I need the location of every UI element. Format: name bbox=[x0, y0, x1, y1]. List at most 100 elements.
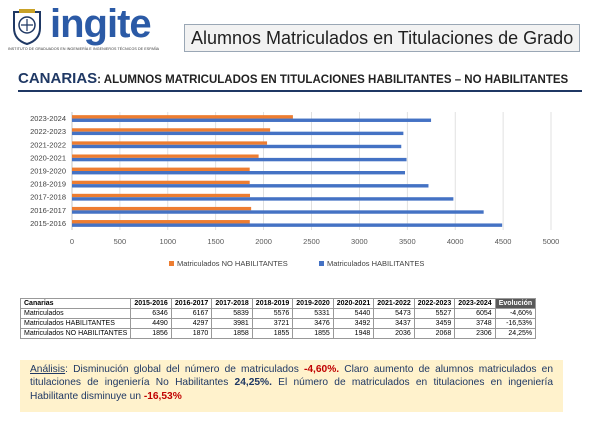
table-cell: Matriculados HABILITANTES bbox=[19, 318, 132, 329]
bar-habilitantes bbox=[72, 118, 432, 122]
table-cell: 3437 bbox=[373, 318, 415, 329]
heading-rule bbox=[18, 90, 582, 92]
brand-subtitle: INSTITUTO DE GRADUADOS EN INGENIERÍA E I… bbox=[8, 47, 160, 51]
legend-label: Matriculados NO HABILITANTES bbox=[177, 259, 288, 268]
table-row: Matriculados NO HABILITANTES 1856 1870 1858… bbox=[19, 328, 537, 339]
table-cell: 3721 bbox=[251, 318, 294, 329]
table-cell: 6346 bbox=[130, 308, 172, 319]
y-category-label: 2019-2020 bbox=[30, 167, 66, 176]
table-cell: 3459 bbox=[413, 318, 456, 329]
table-cell: 1870 bbox=[170, 328, 213, 339]
bar-habilitantes bbox=[72, 157, 407, 162]
table-cell: 1948 bbox=[332, 328, 375, 339]
x-tick-label: 0 bbox=[70, 237, 74, 246]
x-tick-label: 2500 bbox=[303, 237, 320, 246]
table-cell: 6167 bbox=[170, 308, 213, 319]
bar-habilitantes bbox=[72, 171, 406, 175]
table-header-cell: Canarias bbox=[19, 298, 132, 309]
bar-no-habilitantes bbox=[72, 128, 271, 132]
bar-habilitantes bbox=[72, 197, 454, 201]
table-header-cell: 2018-2019 bbox=[251, 298, 294, 309]
y-category-label: 2021-2022 bbox=[30, 140, 66, 149]
region-name: CANARIAS bbox=[18, 70, 98, 87]
table-cell: 1855 bbox=[251, 328, 294, 339]
y-category-label: 2018-2019 bbox=[30, 180, 66, 189]
table-cell: 4490 bbox=[130, 318, 172, 329]
x-tick-label: 500 bbox=[114, 237, 127, 246]
table-cell: Matriculados bbox=[19, 308, 132, 319]
y-category-label: 2016-2017 bbox=[30, 206, 66, 215]
analysis-value-total: -4,60%. bbox=[303, 364, 340, 375]
analysis-box: Análisis: Disminución global del número … bbox=[20, 360, 563, 412]
analysis-text-1: : Disminución global del número de matri… bbox=[65, 364, 304, 375]
legend-swatch bbox=[169, 261, 174, 266]
table-cell: 4297 bbox=[170, 318, 213, 329]
bar-habilitantes bbox=[72, 210, 484, 214]
table-cell: Matriculados NO HABILITANTES bbox=[19, 328, 132, 339]
table-header-cell: 2015-2016 bbox=[130, 298, 172, 309]
x-tick-label: 4500 bbox=[495, 237, 512, 246]
x-tick-label: 3000 bbox=[351, 237, 368, 246]
table-cell: 1858 bbox=[211, 328, 253, 339]
table-header-cell: 2021-2022 bbox=[373, 298, 415, 309]
table-cell: 3748 bbox=[454, 318, 496, 329]
x-tick-label: 1000 bbox=[159, 237, 176, 246]
table-row: Matriculados 6346 6167 5839 5576 5331 5440 5473… bbox=[19, 308, 537, 319]
data-table: Canarias 2015-2016 2016-2017 2017-2018 2018-… bbox=[19, 298, 537, 339]
bar-chart: 0 500 1000 1500 2000 2500 3000 3500 4000 4500 5000… bbox=[14, 100, 588, 285]
table-cell: 1856 bbox=[130, 328, 172, 339]
page-title: Alumnos Matriculados en Titulaciones de … bbox=[191, 28, 574, 48]
analysis-value-no-habilitantes: 24,25%. bbox=[234, 377, 272, 389]
table-header-cell: 2019-2020 bbox=[292, 298, 334, 309]
table-header-cell: 2023-2024 bbox=[454, 298, 496, 309]
table-row: Matriculados HABILITANTES 4490 4297 3981 372… bbox=[19, 318, 537, 329]
table-header-cell: 2017-2018 bbox=[211, 298, 253, 309]
analysis-label: Análisis bbox=[30, 364, 66, 375]
bar-no-habilitantes bbox=[72, 154, 259, 158]
bar-habilitantes bbox=[72, 184, 429, 188]
x-tick-label: 3500 bbox=[399, 237, 416, 246]
table-header-cell: 2022-2023 bbox=[413, 298, 456, 309]
bar-chart-svg: 0 500 1000 1500 2000 2500 3000 3500 4000 4500 5000… bbox=[30, 112, 560, 268]
table-cell: 3492 bbox=[332, 318, 375, 329]
table-cell: 3981 bbox=[211, 318, 253, 329]
table-cell: 2036 bbox=[373, 328, 415, 339]
seal-icon bbox=[13, 9, 41, 46]
table-cell: 5527 bbox=[413, 308, 456, 319]
table-cell: 1855 bbox=[292, 328, 334, 339]
y-category-label: 2017-2018 bbox=[30, 193, 66, 202]
table-cell: 5440 bbox=[332, 308, 375, 319]
y-category-label: 2023-2024 bbox=[30, 114, 66, 123]
table-cell: 5331 bbox=[292, 308, 334, 319]
analysis-value-habilitantes: -16,53% bbox=[143, 390, 182, 402]
bar-habilitantes bbox=[72, 223, 503, 227]
section-heading-text: : ALUMNOS MATRICULADOS EN TITULACIONES H… bbox=[97, 74, 569, 86]
bar-no-habilitantes bbox=[72, 167, 250, 171]
x-tick-label: 5000 bbox=[543, 237, 560, 246]
y-category-label: 2020-2021 bbox=[30, 153, 66, 162]
legend-label: Matriculados HABILITANTES bbox=[327, 259, 424, 268]
x-tick-label: 1500 bbox=[207, 237, 224, 246]
table-header-row: Canarias 2015-2016 2016-2017 2017-2018 2018-… bbox=[19, 298, 537, 309]
table-header-cell: Evolución bbox=[494, 298, 537, 309]
ingite-logo: ingite INSTITUTO DE GRADUADOS EN INGENIE… bbox=[4, 2, 176, 52]
table-cell: -16,53% bbox=[494, 318, 537, 329]
table-body: Matriculados 6346 6167 5839 5576 5331 5440 5473… bbox=[19, 308, 537, 339]
x-tick-label: 4000 bbox=[447, 237, 464, 246]
table-cell: 24,25% bbox=[494, 328, 537, 339]
bar-no-habilitantes bbox=[72, 206, 252, 211]
bar-no-habilitantes bbox=[72, 193, 250, 198]
section-heading: CANARIAS: ALUMNOS MATRICULADOS EN TITULA… bbox=[18, 70, 568, 88]
legend-swatch bbox=[319, 261, 324, 266]
table-cell: 5576 bbox=[251, 308, 294, 319]
y-category-label: 2015-2016 bbox=[30, 219, 66, 228]
bar-no-habilitantes bbox=[72, 220, 250, 224]
table-cell: 5473 bbox=[373, 308, 415, 319]
analysis-text-2: Claro aumento de alumnos matriculados en… bbox=[30, 364, 553, 389]
table-cell: 5839 bbox=[211, 308, 253, 319]
page-title-box: Alumnos Matriculados en Titulaciones de … bbox=[184, 24, 580, 52]
y-category-label: 2022-2023 bbox=[30, 127, 66, 136]
table-header-cell: 2016-2017 bbox=[170, 298, 213, 309]
table-cell: 3476 bbox=[292, 318, 334, 329]
table-cell: -4,60% bbox=[494, 308, 537, 319]
